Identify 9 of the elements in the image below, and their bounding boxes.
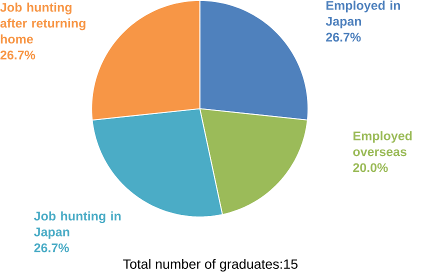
data-label: 20.0%	[353, 163, 388, 172]
data-label: 26.7%	[34, 244, 69, 252]
text: Total number of graduates:15	[123, 259, 298, 272]
slice-label: Employed in Japan	[326, 0, 400, 28]
data-label: 26.7%	[0, 50, 36, 60]
slice-label: Job hunting in Japan	[34, 211, 121, 239]
slice-label: Employed overseas	[353, 131, 412, 156]
data-label: 26.7%	[326, 32, 361, 42]
slice-label: Job hunting after returning home	[0, 2, 86, 44]
